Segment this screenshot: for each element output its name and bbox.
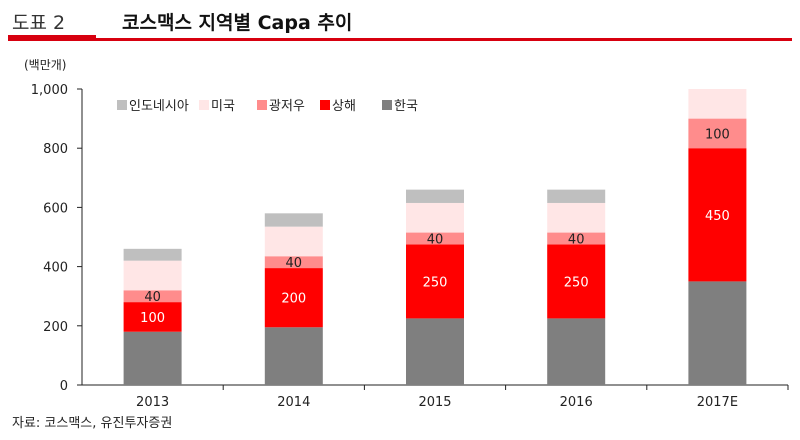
y-tick-label: 400 — [43, 261, 68, 276]
bar-segment-한국 — [688, 281, 747, 385]
bar-segment-인도네시아 — [264, 213, 323, 227]
bar-segment-한국 — [547, 318, 606, 385]
bar-segment-상해 — [406, 244, 464, 319]
y-tick-label: 800 — [43, 142, 68, 157]
y-tick-label: 0 — [60, 379, 68, 394]
legend-swatch-인도네시아 — [117, 100, 127, 110]
legend-label: 상해 — [332, 99, 356, 114]
figure-label: 도표 2 — [12, 12, 66, 34]
x-tick-label: 2017E — [697, 395, 738, 410]
bar-segment-한국 — [123, 331, 182, 385]
y-tick-label: 1,000 — [31, 83, 68, 98]
data-label: 40 — [286, 256, 303, 271]
y-tick-label: 200 — [43, 320, 68, 335]
bar-segment-광저우 — [264, 256, 323, 269]
y-tick-label: 600 — [43, 201, 68, 216]
bar-segment-상해 — [688, 148, 747, 282]
legend-label: 광저우 — [269, 99, 305, 114]
data-label: 250 — [564, 275, 589, 290]
data-label: 40 — [568, 232, 585, 247]
data-label: 250 — [423, 275, 448, 290]
bar-segment-한국 — [264, 327, 323, 385]
bar-segment-인도네시아 — [547, 189, 606, 203]
header-rule-tab — [8, 35, 96, 41]
header-rule — [8, 38, 792, 41]
figure-header — [8, 0, 792, 44]
data-label: 200 — [281, 292, 306, 307]
bar-segment-상해 — [547, 244, 606, 319]
legend-swatch-한국 — [382, 100, 392, 110]
bar-segment-미국 — [406, 202, 464, 233]
legend-swatch-광저우 — [257, 100, 267, 110]
bar-segment-상해 — [123, 302, 182, 332]
legend-swatch-미국 — [199, 100, 209, 110]
bar-segment-광저우 — [547, 232, 606, 245]
bar-segment-인도네시아 — [406, 189, 464, 203]
bar-segment-광저우 — [123, 290, 182, 303]
bar-segment-미국 — [547, 202, 606, 233]
data-label: 40 — [144, 290, 161, 305]
bar-segment-광저우 — [406, 232, 464, 245]
data-label: 40 — [427, 232, 444, 247]
data-label: 100 — [705, 127, 730, 142]
unit-label: (백만개) — [24, 58, 67, 72]
legend-label: 인도네시아 — [129, 99, 189, 114]
figure-title: 코스맥스 지역별 Capa 추이 — [122, 12, 353, 34]
bar-segment-미국 — [264, 226, 323, 257]
source-note: 자료: 코스맥스, 유진투자증권 — [12, 416, 173, 431]
legend-label: 한국 — [394, 99, 418, 114]
bar-segment-한국 — [406, 318, 464, 385]
legend-swatch-상해 — [320, 100, 330, 110]
bar-segment-미국 — [123, 260, 182, 291]
bar-segment-상해 — [264, 268, 323, 328]
x-tick-label: 2015 — [418, 395, 451, 410]
bar-segment-광저우 — [688, 118, 747, 149]
data-label: 100 — [140, 311, 165, 326]
data-label: 450 — [705, 209, 730, 224]
bar-segment-미국 — [688, 89, 747, 119]
x-tick-label: 2016 — [560, 395, 593, 410]
legend-label: 미국 — [211, 99, 235, 114]
x-tick-label: 2014 — [277, 395, 310, 410]
stacked-bar-chart: 0 200 400 600 800 1,000 100 40 2013 200 40 2014 250 4… — [31, 83, 789, 410]
bar-segment-인도네시아 — [123, 248, 182, 261]
x-tick-label: 2013 — [136, 395, 169, 410]
